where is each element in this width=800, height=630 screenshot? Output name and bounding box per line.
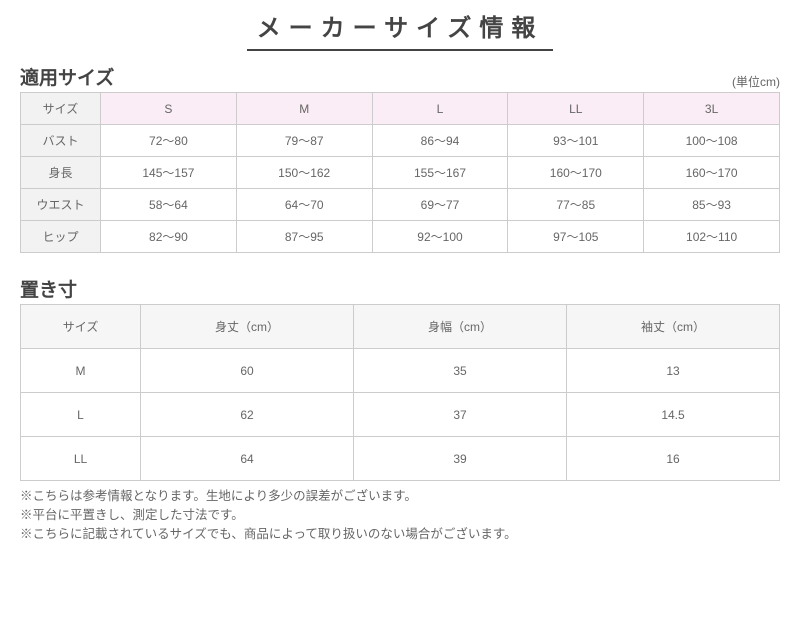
- note-line: ※こちらは参考情報となります。生地により多少の誤差がございます。: [20, 487, 780, 506]
- cell: 85～93: [644, 189, 780, 221]
- cell: 93～101: [508, 125, 644, 157]
- section2-title: 置き寸: [20, 275, 77, 302]
- cell: 64: [141, 437, 354, 481]
- cell: 92～100: [372, 221, 508, 253]
- col-header: 身幅（cm）: [354, 305, 567, 349]
- cell: 72～80: [101, 125, 237, 157]
- cell: 62: [141, 393, 354, 437]
- cell: 58～64: [101, 189, 237, 221]
- cell: 145～157: [101, 157, 237, 189]
- row-label: ウエスト: [21, 189, 101, 221]
- notes-block: ※こちらは参考情報となります。生地により多少の誤差がございます。 ※平台に平置き…: [20, 487, 780, 543]
- section1-unit: (単位cm): [732, 73, 780, 90]
- col-header: 3L: [644, 93, 780, 125]
- cell: 150～162: [236, 157, 372, 189]
- cell: 160～170: [508, 157, 644, 189]
- row-label: L: [21, 393, 141, 437]
- applicable-size-table: サイズ S M L LL 3L バスト 72～80 79～87 86～94 93…: [20, 92, 780, 253]
- row-label: M: [21, 349, 141, 393]
- cell: 64～70: [236, 189, 372, 221]
- section1-title: 適用サイズ: [20, 63, 114, 90]
- col-header: L: [372, 93, 508, 125]
- cell: 100～108: [644, 125, 780, 157]
- col-header: 身丈（cm）: [141, 305, 354, 349]
- cell: 35: [354, 349, 567, 393]
- table-row: LL 64 39 16: [21, 437, 780, 481]
- cell: 77～85: [508, 189, 644, 221]
- col-header: LL: [508, 93, 644, 125]
- cell: 87～95: [236, 221, 372, 253]
- cell: 160～170: [644, 157, 780, 189]
- cell: 79～87: [236, 125, 372, 157]
- row-label: 身長: [21, 157, 101, 189]
- cell: 86～94: [372, 125, 508, 157]
- cell: 60: [141, 349, 354, 393]
- table-row: バスト 72～80 79～87 86～94 93～101 100～108: [21, 125, 780, 157]
- cell: 16: [566, 437, 779, 481]
- note-line: ※こちらに記載されているサイズでも、商品によって取り扱いのない場合がございます。: [20, 525, 780, 544]
- col-header: 袖丈（cm）: [566, 305, 779, 349]
- cell: 102～110: [644, 221, 780, 253]
- table-row: L 62 37 14.5: [21, 393, 780, 437]
- cell: 14.5: [566, 393, 779, 437]
- col-header: サイズ: [21, 305, 141, 349]
- cell: 155～167: [372, 157, 508, 189]
- page-title: メーカーサイズ情報: [247, 8, 554, 51]
- cell: 37: [354, 393, 567, 437]
- row-label: バスト: [21, 125, 101, 157]
- col-header: S: [101, 93, 237, 125]
- note-line: ※平台に平置きし、測定した寸法です。: [20, 506, 780, 525]
- table-row: M 60 35 13: [21, 349, 780, 393]
- table-row: 身長 145～157 150～162 155～167 160～170 160～1…: [21, 157, 780, 189]
- row-label: LL: [21, 437, 141, 481]
- table-row: ヒップ 82～90 87～95 92～100 97～105 102～110: [21, 221, 780, 253]
- cell: 39: [354, 437, 567, 481]
- cell: 69～77: [372, 189, 508, 221]
- cell: 82～90: [101, 221, 237, 253]
- col-header: サイズ: [21, 93, 101, 125]
- col-header: M: [236, 93, 372, 125]
- row-label: ヒップ: [21, 221, 101, 253]
- cell: 97～105: [508, 221, 644, 253]
- table-row: ウエスト 58～64 64～70 69～77 77～85 85～93: [21, 189, 780, 221]
- cell: 13: [566, 349, 779, 393]
- flat-measurement-table: サイズ 身丈（cm） 身幅（cm） 袖丈（cm） M 60 35 13 L 62…: [20, 304, 780, 481]
